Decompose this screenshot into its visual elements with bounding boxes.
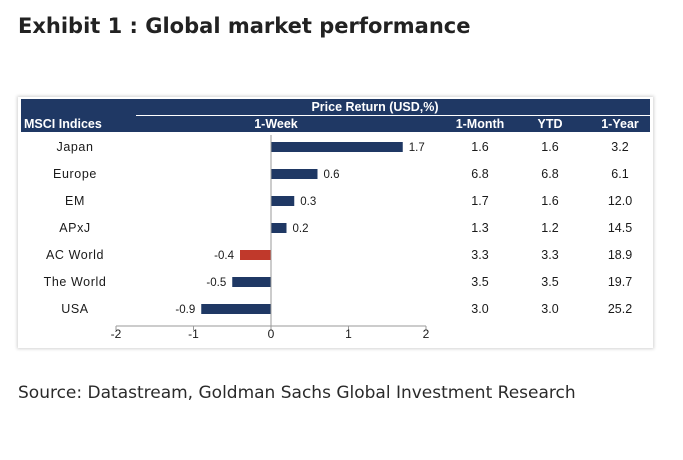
category-label: Europe <box>53 167 97 181</box>
bar-em <box>271 196 295 206</box>
cell-1-month: 1.3 <box>471 221 488 235</box>
row-usa: USA -0.9 3.0 3.0 25.2 <box>61 302 632 316</box>
x-axis: -2 -1 0 1 2 <box>111 135 430 341</box>
column-header-1-year: 1-Year <box>601 117 639 131</box>
cell-1-year: 25.2 <box>608 302 632 316</box>
x-tick-label: -1 <box>188 327 199 341</box>
cell-1-month: 6.8 <box>471 167 488 181</box>
cell-1-year: 3.2 <box>611 140 628 154</box>
cell-ytd: 6.8 <box>541 167 558 181</box>
category-label: EM <box>65 194 85 208</box>
x-tick-label: 0 <box>268 327 275 341</box>
x-tick-label: -2 <box>111 327 122 341</box>
row-europe: Europe 0.6 6.8 6.8 6.1 <box>53 167 629 181</box>
column-header-1-month: 1-Month <box>456 117 505 131</box>
cell-ytd: 3.3 <box>541 248 558 262</box>
data-label: 0.2 <box>293 223 309 235</box>
cell-ytd: 1.6 <box>541 140 558 154</box>
category-label: USA <box>61 302 89 316</box>
category-label: AC World <box>46 248 104 262</box>
data-label: 1.7 <box>409 142 425 154</box>
cell-ytd: 1.6 <box>541 194 558 208</box>
cell-1-year: 18.9 <box>608 248 632 262</box>
market-performance-chart: Price Return (USD,%) MSCI Indices 1-Week… <box>21 99 650 341</box>
data-label: 0.6 <box>324 169 340 181</box>
bar-the-world <box>232 277 271 287</box>
cell-1-month: 3.5 <box>471 275 488 289</box>
cell-1-month: 3.0 <box>471 302 488 316</box>
data-label: -0.5 <box>206 277 226 289</box>
column-header-ytd: YTD <box>538 117 563 131</box>
row-em: EM 0.3 1.7 1.6 12.0 <box>65 194 632 208</box>
bar-ac-world <box>240 250 271 260</box>
cell-1-year: 12.0 <box>608 194 632 208</box>
row-japan: Japan 1.7 1.6 1.6 3.2 <box>56 140 628 154</box>
cell-1-year: 19.7 <box>608 275 632 289</box>
bar-apxj <box>271 223 287 233</box>
row-header-label: MSCI Indices <box>24 117 102 131</box>
x-tick-label: 1 <box>345 327 352 341</box>
table-header: Price Return (USD,%) MSCI Indices 1-Week… <box>21 99 650 132</box>
category-label: The World <box>44 275 107 289</box>
exhibit-title: Exhibit 1 : Global market performance <box>18 14 471 38</box>
category-label: Japan <box>56 140 93 154</box>
source-note: Source: Datastream, Goldman Sachs Global… <box>18 383 576 403</box>
data-label: -0.9 <box>175 304 195 316</box>
chart-panel: Price Return (USD,%) MSCI Indices 1-Week… <box>18 97 653 348</box>
column-headers: 1-Month YTD 1-Year <box>456 117 639 131</box>
data-rows: Japan 1.7 1.6 1.6 3.2 Europe 0.6 6.8 6.8 6.1 EM 0.3… <box>44 140 633 316</box>
row-apxj: APxJ 0.2 1.3 1.2 14.5 <box>59 221 632 235</box>
row-ac-world: AC World -0.4 3.3 3.3 18.9 <box>46 248 632 262</box>
header-group-label: Price Return (USD,%) <box>311 100 438 114</box>
cell-1-month: 1.7 <box>471 194 488 208</box>
bar-header-label: 1-Week <box>254 117 298 131</box>
x-tick-label: 2 <box>423 327 430 341</box>
cell-1-month: 1.6 <box>471 140 488 154</box>
cell-ytd: 3.0 <box>541 302 558 316</box>
cell-1-month: 3.3 <box>471 248 488 262</box>
bar-usa <box>201 304 271 314</box>
bar-japan <box>271 142 403 152</box>
category-label: APxJ <box>59 221 91 235</box>
cell-1-year: 14.5 <box>608 221 632 235</box>
data-label: -0.4 <box>214 250 234 262</box>
data-label: 0.3 <box>300 196 316 208</box>
cell-ytd: 3.5 <box>541 275 558 289</box>
cell-1-year: 6.1 <box>611 167 628 181</box>
row-the-world: The World -0.5 3.5 3.5 19.7 <box>44 275 633 289</box>
bar-europe <box>271 169 318 179</box>
cell-ytd: 1.2 <box>541 221 558 235</box>
